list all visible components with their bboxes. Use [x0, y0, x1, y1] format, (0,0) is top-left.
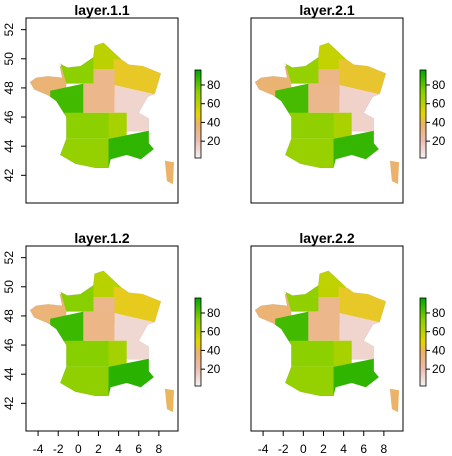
legend-tick-label: 20: [432, 134, 446, 148]
legend-tick-label: 20: [207, 134, 221, 148]
y-tick-label: 44: [2, 139, 16, 153]
region: [318, 297, 340, 313]
legend-bar: [419, 297, 427, 387]
legend-tick-label: 60: [207, 97, 221, 111]
plot-box: [250, 245, 404, 432]
plot-box: [25, 245, 179, 432]
panel: layer.2.1 20 40 60 80: [250, 2, 446, 204]
legend-tick-label: 80: [432, 78, 446, 92]
region: [93, 297, 115, 313]
x-tick-label: -2: [278, 442, 289, 456]
legend-tick-label: 40: [207, 343, 221, 357]
panel: layer.1.1 42 44 46 48 50 52 20 40 60 80: [2, 2, 221, 204]
region: [283, 138, 334, 168]
panel-title: layer.2.1: [299, 2, 354, 18]
region: [283, 340, 334, 367]
region: [164, 160, 174, 185]
x-tick-label: 0: [75, 442, 82, 456]
map-outline: [29, 42, 162, 169]
y-tick-label: 46: [2, 338, 16, 352]
legend-tick-label: 80: [207, 306, 221, 320]
x-tick-label: 4: [115, 442, 122, 456]
x-tick-label: 6: [135, 442, 142, 456]
region: [164, 388, 174, 413]
x-tick-label: 8: [381, 442, 388, 456]
map: [255, 270, 399, 413]
map-outline: [254, 270, 387, 397]
panel-title: layer.1.1: [74, 2, 129, 18]
y-tick-label: 44: [2, 367, 16, 381]
legend-tick-label: 20: [432, 362, 446, 376]
legend-tick-label: 60: [207, 325, 221, 339]
y-tick-label: 48: [2, 81, 16, 95]
region: [58, 340, 109, 367]
region: [389, 388, 399, 413]
y-tick-label: 50: [2, 280, 16, 294]
panel-title: layer.2.2: [299, 230, 354, 246]
legend-tick-label: 20: [207, 362, 221, 376]
y-tick-label: 46: [2, 110, 16, 124]
legend-tick-label: 80: [432, 306, 446, 320]
panel: layer.2.2 -4 -2 0 2 4 6 8 20 40 60 80: [250, 230, 446, 456]
x-tick-label: -4: [258, 442, 269, 456]
x-tick-label: -4: [33, 442, 44, 456]
map: [255, 42, 399, 185]
y-tick-label: 42: [2, 396, 16, 410]
map-outline: [29, 270, 162, 397]
region: [308, 83, 340, 113]
legend-bar: [194, 297, 202, 387]
region: [318, 69, 340, 85]
legend: 20 40 60 80: [194, 297, 221, 387]
legend-bar: [194, 69, 202, 159]
x-tick-label: 6: [360, 442, 367, 456]
region: [308, 311, 340, 341]
x-tick-label: 2: [95, 442, 102, 456]
region: [83, 83, 115, 113]
map: [30, 270, 174, 413]
map: [30, 42, 174, 185]
region: [283, 366, 334, 396]
legend-bar: [419, 69, 427, 159]
region: [58, 366, 109, 396]
y-tick-label: 42: [2, 168, 16, 182]
legend-tick-label: 40: [432, 115, 446, 129]
plot-box: [25, 17, 179, 204]
y-tick-label: 52: [2, 251, 16, 265]
x-tick-label: -2: [53, 442, 64, 456]
y-tick-label: 52: [2, 23, 16, 37]
map-outline: [254, 42, 387, 169]
legend: 20 40 60 80: [419, 297, 446, 387]
legend-tick-label: 60: [432, 325, 446, 339]
x-tick-label: 2: [320, 442, 327, 456]
region: [83, 311, 115, 341]
region: [283, 112, 334, 139]
legend-tick-label: 60: [432, 97, 446, 111]
region: [93, 69, 115, 85]
x-tick-label: 4: [340, 442, 347, 456]
x-tick-label: 0: [300, 442, 307, 456]
x-tick-label: 8: [156, 442, 163, 456]
legend-tick-label: 80: [207, 78, 221, 92]
region: [389, 160, 399, 185]
y-tick-label: 48: [2, 309, 16, 323]
panel-title: layer.1.2: [74, 230, 129, 246]
region: [58, 112, 109, 139]
legend: 20 40 60 80: [419, 69, 446, 159]
legend: 20 40 60 80: [194, 69, 221, 159]
region: [58, 138, 109, 168]
legend-tick-label: 40: [432, 343, 446, 357]
plot-box: [250, 17, 404, 204]
legend-tick-label: 40: [207, 115, 221, 129]
y-tick-label: 50: [2, 52, 16, 66]
